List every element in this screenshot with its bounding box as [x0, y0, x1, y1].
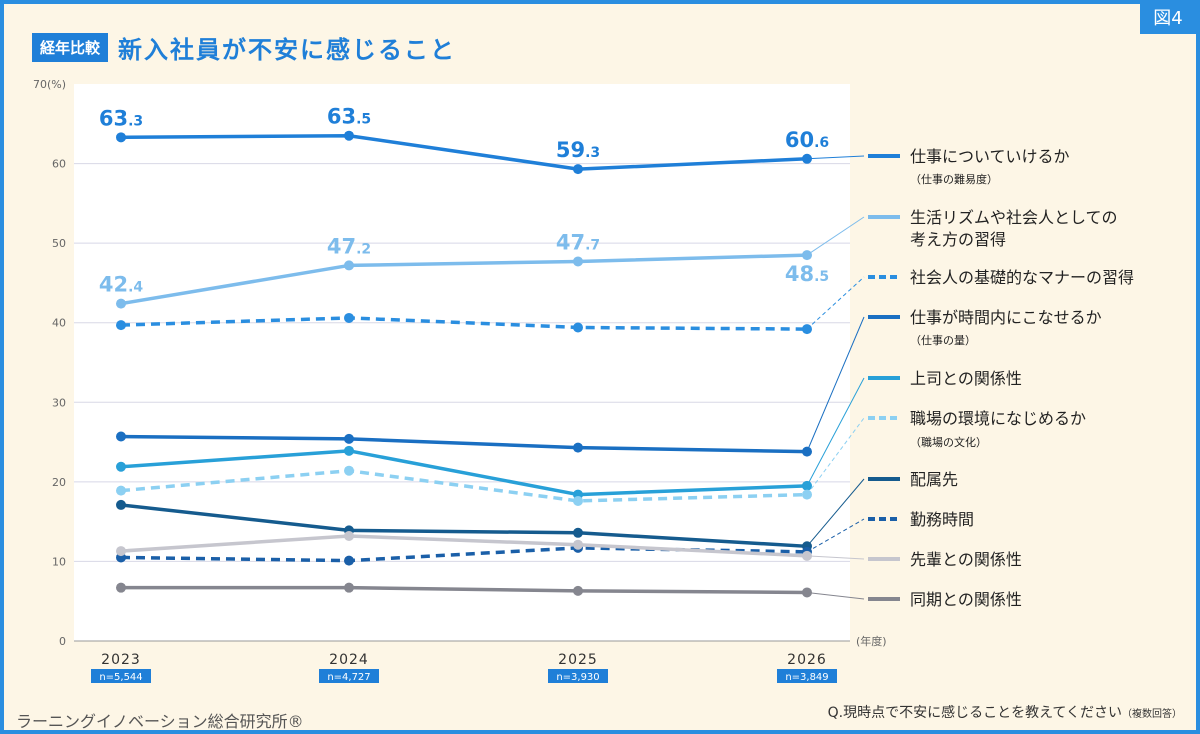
data-value-label: 63.3 — [99, 106, 143, 130]
data-point — [573, 495, 583, 506]
sample-size-label: n=5,544 — [99, 672, 142, 683]
legend-label: 先輩との関係性 — [910, 550, 1022, 569]
data-value-label: 63.5 — [327, 105, 371, 129]
legend-leader-line — [806, 276, 865, 330]
sample-size-label: n=4,727 — [327, 672, 370, 683]
legend-label: 仕事が時間内にこなせるか — [910, 308, 1102, 327]
data-point — [344, 530, 354, 541]
x-tick-label: 2026 — [787, 652, 827, 668]
data-point — [573, 539, 583, 550]
comparison-badge: 経年比較 — [32, 32, 109, 62]
x-tick-label: 2025 — [558, 652, 598, 668]
legend-leader-line — [806, 216, 865, 256]
sample-size-box — [548, 669, 608, 683]
data-point — [573, 256, 583, 267]
legend-leader-line — [806, 518, 865, 553]
chart-header: 経年比較 新入社員が不安に感じること — [32, 30, 456, 64]
x-tick-label: 2024 — [329, 652, 369, 668]
data-point — [344, 465, 354, 476]
data-value-label: 47.7 — [556, 230, 600, 254]
data-point — [573, 585, 583, 596]
data-point — [573, 164, 583, 175]
data-value-label: 47.2 — [327, 234, 371, 258]
data-point — [573, 322, 583, 333]
sample-size-box — [319, 669, 379, 683]
data-point — [116, 485, 126, 496]
legend-leader-line — [806, 478, 865, 547]
data-point — [116, 298, 126, 309]
data-point — [116, 582, 126, 593]
legend-sublabel: （職場の文化） — [910, 435, 987, 449]
legend-label: 生活リズムや社会人としての — [910, 208, 1118, 227]
series-line — [120, 534, 808, 558]
legend-leader-line — [806, 555, 865, 560]
series-line — [120, 434, 808, 454]
legend-label: 勤務時間 — [910, 510, 974, 529]
series-line — [120, 316, 808, 331]
legend-leader-line — [806, 417, 865, 495]
y-top-label: 70(%) — [33, 78, 66, 91]
series-line — [120, 449, 808, 497]
data-point — [116, 499, 126, 510]
data-value-label: 48.5 — [785, 262, 829, 286]
organization-credit: ラーニングイノベーション総合研究所® — [16, 712, 304, 731]
data-point — [116, 132, 126, 143]
y-tick-label: 30 — [52, 396, 66, 409]
question-note: （複数回答） — [1122, 709, 1182, 720]
series-line — [120, 468, 808, 503]
legend-label: 社会人の基礎的なマナーの習得 — [910, 268, 1134, 287]
legend-sublabel: （仕事の量） — [910, 334, 976, 347]
legend-leader-line — [806, 377, 865, 487]
data-point — [573, 527, 583, 538]
y-tick-label: 10 — [52, 555, 66, 568]
y-tick-label: 20 — [52, 476, 66, 489]
figure-tag: 図4 — [1140, 4, 1196, 34]
sample-size-label: n=3,930 — [556, 672, 599, 683]
data-value-label: 60.6 — [785, 128, 829, 152]
data-point — [344, 130, 354, 141]
sample-size-label: n=3,849 — [785, 672, 828, 683]
series-line — [120, 133, 808, 171]
data-point — [116, 461, 126, 472]
legend-label: 配属先 — [910, 470, 958, 489]
data-point — [344, 260, 354, 271]
plot-area — [74, 84, 850, 641]
series-line — [120, 503, 808, 549]
y-tick-label: 40 — [52, 317, 66, 330]
legend-label: 職場の環境になじめるか — [910, 409, 1086, 428]
series-line — [120, 253, 808, 306]
y-tick-label: 50 — [52, 237, 66, 250]
x-unit-label: (年度) — [856, 634, 887, 648]
line-chart: 0 10 20 30 40 50 60 70(%) (年度) 2023 n=5,544 2024 n=4… — [33, 78, 1134, 683]
sample-size-box — [91, 669, 151, 683]
legend-label: 仕事についていけるか — [910, 147, 1070, 166]
legend-leader-line — [806, 591, 865, 600]
survey-question: Q.現時点で不安に感じることを教えてください（複数回答） — [828, 702, 1182, 722]
data-value-label: 59.3 — [556, 138, 600, 162]
legend-label: 上司との関係性 — [910, 369, 1022, 388]
y-tick-label: 0 — [59, 635, 66, 648]
legend-label-line2: 考え方の習得 — [910, 230, 1006, 249]
data-point — [116, 431, 126, 442]
chart-title: 新入社員が不安に感じること — [118, 35, 457, 64]
data-point — [344, 433, 354, 444]
legend-label: 同期との関係性 — [910, 590, 1022, 609]
y-tick-label: 60 — [52, 158, 66, 171]
legend-sublabel: （仕事の難易度） — [910, 172, 998, 186]
data-point — [344, 312, 354, 323]
data-point — [116, 546, 126, 557]
data-point — [344, 555, 354, 566]
legend-leader-line — [806, 316, 865, 452]
data-point — [116, 320, 126, 331]
data-point — [344, 445, 354, 456]
data-point — [344, 582, 354, 593]
legend-leader-line — [806, 155, 865, 160]
series-line — [121, 585, 808, 595]
data-value-label: 42.4 — [99, 273, 144, 297]
question-text: Q.現時点で不安に感じることを教えてください — [827, 705, 1122, 721]
sample-size-box — [777, 669, 837, 683]
data-point — [573, 442, 583, 453]
x-tick-label: 2023 — [101, 652, 141, 668]
